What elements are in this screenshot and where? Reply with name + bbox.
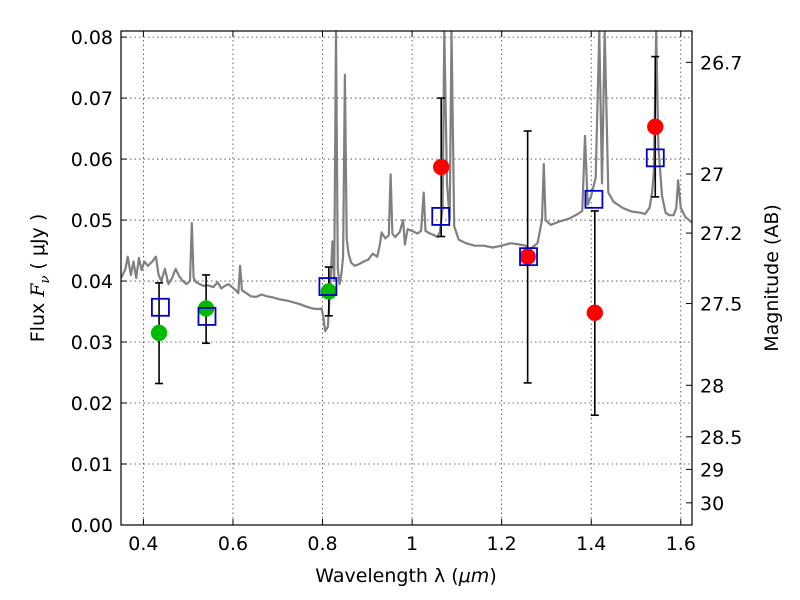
observed-point-0 [150, 324, 168, 342]
x-tick-label: 0.8 [307, 533, 337, 555]
model-photometry-point-0 [151, 297, 170, 317]
y-tick-label: 0.03 [71, 332, 113, 354]
spectrum-layer [121, 31, 692, 333]
model-photometry-point-2 [318, 277, 338, 296]
model-photometry-point-6 [645, 148, 665, 168]
y-tick-label: 0.07 [71, 88, 113, 110]
x-tick-label: 1 [406, 533, 418, 555]
observed-point-2 [320, 283, 338, 300]
x-tick-label: 1.6 [666, 533, 696, 555]
y-tick-label: 0.06 [71, 149, 113, 171]
observed-point-3 [432, 158, 450, 176]
model-photometry-point-1 [197, 307, 217, 326]
magnitude-tick-label: 27 [700, 164, 724, 186]
x-tick-label: 1.4 [576, 533, 606, 555]
magnitude-tick-label: 28.5 [700, 427, 742, 449]
x-tick-label: 0.6 [218, 533, 248, 555]
y-tick-label: 0.08 [71, 27, 113, 49]
model-photometry-point-4 [519, 247, 538, 267]
observed-point-6 [647, 118, 664, 136]
magnitude-tick-label: 27.2 [700, 223, 742, 245]
y-axis-label: Flux Fν ( μJy ) [27, 214, 53, 343]
magnitude-axis-label: Magnitude (AB) [761, 204, 783, 352]
magnitude-tick-label: 28 [700, 375, 724, 397]
model-points [151, 148, 665, 326]
y-tick-label: 0.00 [71, 515, 113, 537]
observed-point-5 [586, 304, 604, 322]
plot-frame [120, 30, 693, 526]
observed-point-4 [519, 248, 536, 265]
y-tick-label: 0.01 [71, 454, 113, 476]
magnitude-tick-label: 30 [700, 493, 724, 515]
x-tick-label: 0.4 [128, 533, 158, 555]
x-axis-label: Wavelength λ (μm) [315, 565, 496, 587]
model-spectrum-line [121, 31, 692, 333]
magnitude-tick-label: 26.7 [700, 52, 742, 74]
magnitude-tick-label: 27.5 [700, 294, 742, 316]
y-tick-label: 0.05 [71, 210, 113, 232]
x-axis-ticks: 0.4 0.6 0.8 1 1.2 1.4 1.6 [128, 31, 696, 555]
model-photometry-point-3 [431, 207, 451, 226]
model-photometry-point-5 [584, 189, 604, 209]
y-axis-ticks: 0.00 0.01 0.02 0.03 0.04 0.05 0.06 0.07 0.08 [71, 27, 127, 537]
y-tick-label: 0.04 [71, 271, 113, 293]
magnitude-axis-ticks: 26.7 27 27.2 27.5 28 28.5 29 30 [686, 52, 742, 515]
magnitude-tick-label: 29 [700, 459, 724, 481]
y-tick-label: 0.02 [71, 393, 113, 415]
x-tick-label: 1.2 [487, 533, 517, 555]
